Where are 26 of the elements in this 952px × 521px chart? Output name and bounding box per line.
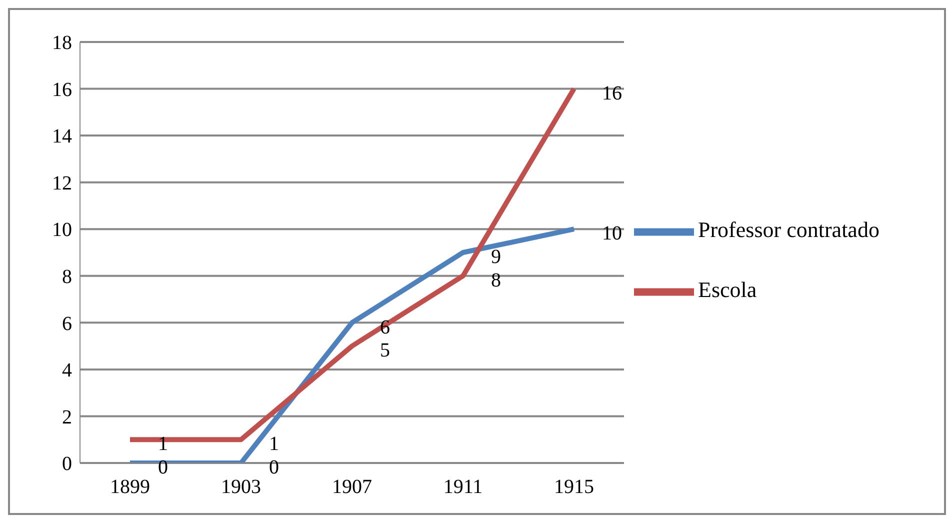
- data-label: 6: [380, 316, 390, 338]
- data-label: 8: [491, 269, 501, 292]
- y-tick-label: 8: [62, 266, 72, 288]
- y-tick-label: 2: [62, 406, 72, 428]
- x-tick-label: 1899: [110, 476, 150, 498]
- x-tick-label: 1903: [221, 476, 261, 498]
- x-tick-label: 1915: [554, 476, 594, 498]
- y-tick-label: 10: [52, 219, 72, 242]
- data-label: 0: [269, 456, 279, 479]
- y-tick-label: 16: [52, 78, 72, 101]
- y-tick-label: 4: [62, 360, 72, 382]
- legend-label: Professor contratado: [698, 216, 880, 242]
- data-label: 1: [269, 433, 279, 456]
- data-label: 9: [491, 246, 501, 268]
- x-tick-label: 1907: [332, 476, 372, 498]
- data-label: 10: [602, 222, 622, 245]
- data-label: 16: [602, 82, 622, 104]
- y-tick-label: 0: [62, 453, 72, 476]
- legend-label: Escola: [698, 276, 757, 302]
- y-tick-label: 18: [52, 32, 72, 54]
- y-tick-label: 6: [62, 312, 72, 335]
- y-tick-label: 12: [52, 172, 72, 194]
- data-label: 5: [380, 340, 390, 362]
- x-tick-label: 1911: [443, 476, 483, 498]
- y-tick-label: 14: [52, 126, 72, 148]
- data-label: 0: [158, 456, 168, 479]
